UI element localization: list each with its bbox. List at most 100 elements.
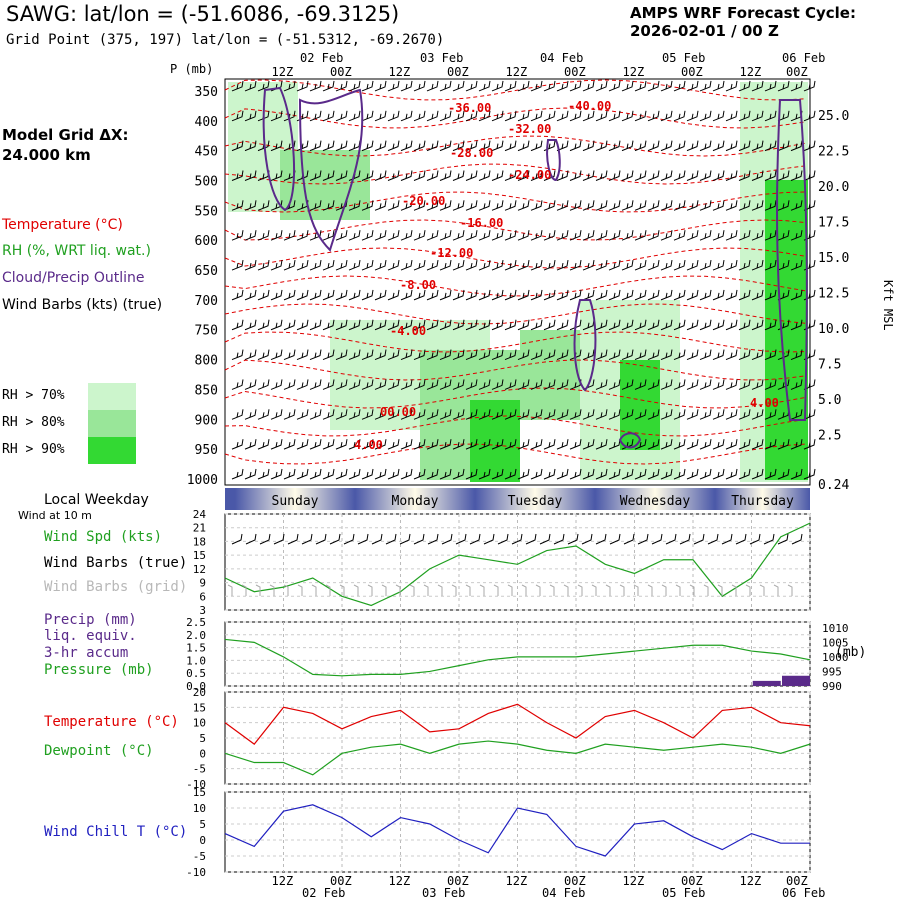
- y-tick-label: -5: [193, 763, 206, 776]
- wind-barb: [543, 110, 556, 122]
- pressure-tick-label: 950: [195, 443, 218, 458]
- windchill-panel: -10 -5 0 5 10 15: [186, 786, 811, 879]
- y-tick-label: 0.0: [186, 680, 206, 693]
- wind-barb: [439, 439, 452, 450]
- series-line: [224, 804, 810, 857]
- wind-barb: [556, 319, 569, 331]
- wind-barb: [439, 170, 452, 181]
- wind-barb: [426, 289, 439, 301]
- wind-barb: [556, 379, 569, 390]
- wind-barb: [335, 468, 348, 480]
- wind-barb: [491, 200, 504, 211]
- grid-wind-barb: [339, 584, 345, 596]
- grid-wind-barb: [367, 584, 373, 596]
- wind-barb: [738, 230, 751, 241]
- pressure-tick-label: 400: [195, 115, 218, 130]
- wind-barb: [790, 439, 803, 450]
- wind-barb: [309, 259, 322, 271]
- wind-barb: [530, 80, 543, 92]
- wind-barb: [413, 230, 426, 241]
- wind-barb: [244, 230, 257, 241]
- wind-barb: [712, 200, 725, 211]
- pressure-tick-label: 1000: [187, 473, 218, 488]
- wind-barb: [374, 80, 387, 92]
- wind-barb: [231, 110, 244, 122]
- wind-barb: [270, 349, 283, 361]
- wind-barb: [374, 409, 387, 420]
- y-tick-label: 2.0: [186, 629, 206, 642]
- wind-barb: [309, 349, 322, 361]
- wind-barb: [322, 409, 335, 420]
- wind-barb: [270, 379, 283, 390]
- wind-barb: [556, 289, 569, 301]
- grid-wind-barb: [563, 584, 569, 596]
- wind-barb: [426, 170, 439, 181]
- wind-barb: [244, 80, 257, 92]
- wind-barb: [257, 230, 270, 241]
- wind-barb: [374, 110, 387, 122]
- wind-barb: [231, 349, 244, 361]
- y-tick-label: 24: [193, 508, 207, 521]
- wind-barb: [504, 110, 517, 122]
- wind-barb: [426, 349, 439, 361]
- wind-barb: [738, 409, 751, 420]
- weekday-cell-start: [225, 488, 235, 510]
- wind-barb: [374, 170, 387, 181]
- wind-barb: [595, 349, 608, 361]
- wind-barb: [569, 289, 582, 301]
- wind-barb: [803, 468, 816, 480]
- wind-barb: [712, 349, 725, 361]
- wind-barb: [413, 80, 426, 92]
- wind-barb: [439, 200, 452, 211]
- wind-barb: [400, 80, 413, 92]
- surface-wind-barb: [245, 533, 257, 545]
- pressure-tick-label: 750: [195, 324, 218, 339]
- wind-barb: [452, 319, 465, 331]
- wind-barb: [582, 439, 595, 450]
- grid-wind-barb: [269, 584, 275, 596]
- surface-wind-barb: [525, 533, 537, 545]
- height-tick-label: 15.0: [818, 251, 849, 266]
- wind-barb: [608, 289, 621, 301]
- y-tick-label: 5: [199, 818, 206, 831]
- temp-label: -36.00: [448, 101, 491, 115]
- wind-barb: [764, 140, 777, 152]
- wind-barb: [725, 319, 738, 331]
- wind-barb: [348, 409, 361, 420]
- wind-barb: [491, 439, 504, 450]
- grid-wind-barb: [283, 584, 289, 596]
- height-ticks: 25.0 22.5 20.0 17.5 15.0 12.5 10.0 7.5 5.0 2.5 0.2…: [818, 109, 849, 493]
- wind-barb: [621, 200, 634, 211]
- wind-barb: [374, 200, 387, 211]
- time-tick-label: 12Z: [272, 874, 294, 888]
- wind-barb: [699, 409, 712, 420]
- wind-barb: [517, 200, 530, 211]
- wind-barb: [725, 140, 738, 152]
- wind-barb: [439, 289, 452, 301]
- wind-barb: [712, 259, 725, 271]
- time-tick-label: 00Z: [681, 65, 703, 79]
- wind-barb: [348, 349, 361, 361]
- rh90-swatch: [88, 437, 136, 464]
- wind-barb: [530, 200, 543, 211]
- y-tick-label: -10: [186, 866, 206, 879]
- wind-barb: [608, 319, 621, 331]
- wind-barb: [634, 200, 647, 211]
- temp-label: -40.00: [568, 99, 611, 113]
- wind-barb: [374, 259, 387, 271]
- wind-barb: [478, 200, 491, 211]
- height-tick-label: 17.5: [818, 216, 849, 231]
- wind-barb: [556, 259, 569, 271]
- wind-barb: [530, 170, 543, 181]
- wind-barb: [296, 468, 309, 480]
- wind-barb: [660, 349, 673, 361]
- wind-barb: [322, 319, 335, 331]
- wind-barb: [777, 80, 790, 92]
- wind-barb: [777, 110, 790, 122]
- legend-temperature: Temperature (°C): [2, 217, 123, 233]
- wind-barb: [270, 468, 283, 480]
- wind-barb: [465, 200, 478, 211]
- wind-barb: [270, 409, 283, 420]
- weekday-label: Thursday: [731, 494, 794, 509]
- wind-barb: [556, 200, 569, 211]
